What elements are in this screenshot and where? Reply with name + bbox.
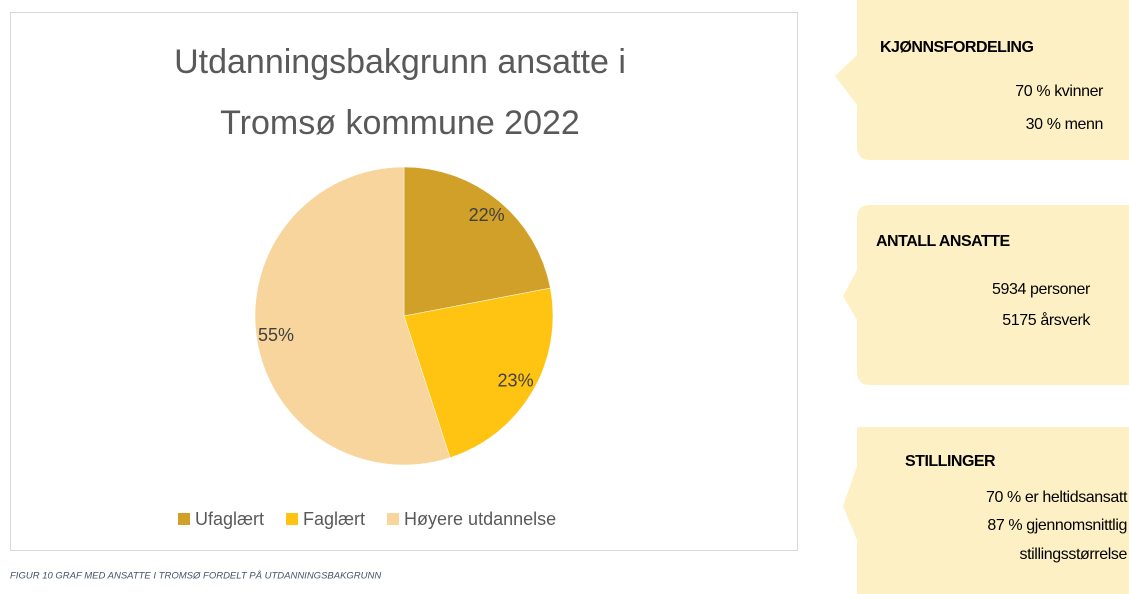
legend-label: Faglært (303, 509, 365, 529)
pie-slice (403, 166, 551, 317)
figure-caption: FIGUR 10 GRAF MED ANSATTE I TROMSØ FORDE… (10, 571, 381, 582)
callout-line: 87 % gjennomsnittlig (987, 517, 1127, 534)
chart-title: Utdanningsbakgrunn ansatte i (174, 43, 626, 81)
callout-line: 5934 personer (992, 281, 1091, 298)
callout-title: STILLINGER (905, 453, 996, 470)
callout-line: stillingsstørrelse (1020, 546, 1128, 563)
legend-swatch (178, 513, 190, 525)
legend-swatch (286, 513, 299, 525)
callout-line: 70 % er heltidsansatt (986, 489, 1128, 506)
data-label: 55% (258, 325, 294, 345)
pie-slice (254, 166, 451, 466)
callout-title: ANTALL ANSATTE (876, 233, 1011, 250)
callout (835, 0, 1129, 594)
callout-line: 70 % kvinner (1015, 83, 1104, 100)
pie-slice (403, 287, 554, 459)
legend-swatch (387, 513, 400, 525)
data-label: 23% (498, 371, 534, 391)
callout-title: KJØNNSFORDELING (880, 39, 1033, 56)
chart-title: Tromsø kommune 2022 (220, 104, 580, 142)
callout-line: 30 % menn (1026, 116, 1103, 133)
legend-label: Ufaglært (195, 509, 264, 529)
legend-label: Høyere utdannelse (404, 509, 556, 529)
callout-line: 5175 årsverk (1002, 311, 1091, 329)
data-label: 22% (469, 205, 505, 225)
